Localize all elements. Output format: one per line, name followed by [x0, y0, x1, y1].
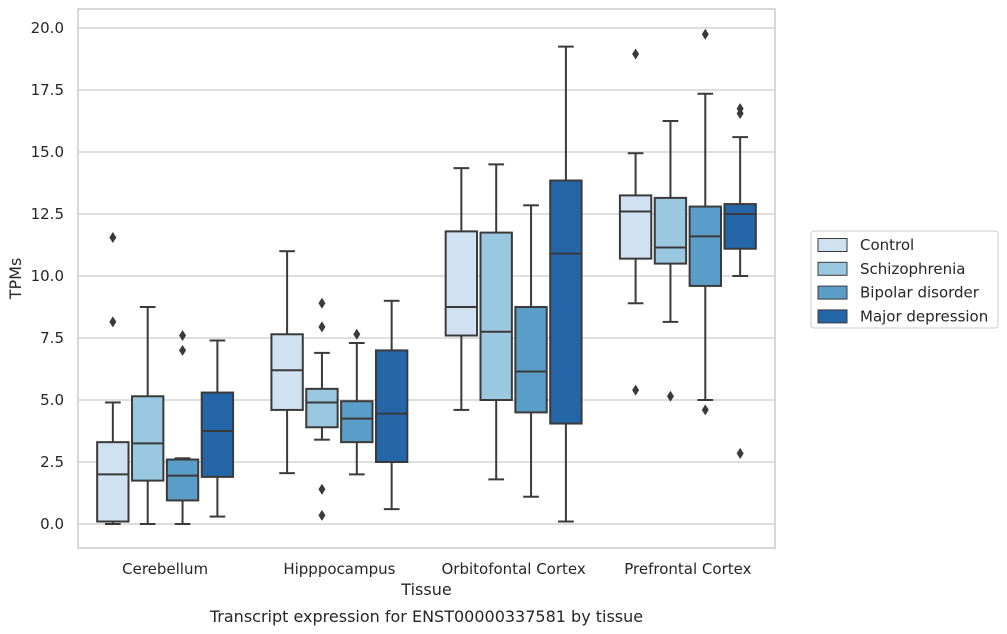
- plot-frame: [77, 8, 776, 549]
- outlier-point: [318, 297, 326, 309]
- legend-label: Schizophrenia: [860, 260, 965, 278]
- chart-caption: Transcript expression for ENST0000033758…: [209, 607, 643, 626]
- x-tick-label: Hipppocampus: [283, 560, 395, 578]
- outlier-point: [701, 404, 709, 416]
- legend-label: Control: [860, 236, 914, 254]
- y-tick-label: 17.5: [31, 81, 64, 99]
- outlier-point: [318, 321, 326, 333]
- box-3-2: [688, 28, 722, 416]
- legend-label: Bipolar disorder: [860, 284, 980, 302]
- y-tick-label: 12.5: [31, 205, 64, 223]
- x-tick-label: Prefrontal Cortex: [624, 560, 751, 578]
- box-iqr: [514, 306, 548, 414]
- box-3-1: [653, 120, 688, 402]
- outlier-point: [632, 384, 640, 396]
- box-3-3: [723, 103, 757, 459]
- box-iqr: [723, 203, 757, 250]
- box-2-3: [549, 45, 583, 523]
- box-iqr: [340, 400, 374, 444]
- box-iqr: [549, 179, 583, 425]
- box-2-2: [514, 204, 548, 498]
- box-0-0: [96, 232, 130, 525]
- legend: Control Schizophrenia Bipolar disorder Majo…: [810, 230, 999, 329]
- x-tick-label: Orbitofontal Cortex: [442, 560, 586, 578]
- y-tick-label: 20.0: [31, 19, 64, 37]
- box-2-1: [479, 163, 513, 481]
- outlier-point: [353, 328, 361, 340]
- legend-label: Major depression: [860, 307, 988, 325]
- legend-swatch: [817, 238, 848, 252]
- legend-swatch: [817, 261, 848, 276]
- box-3-0: [618, 48, 653, 396]
- box-2-0: [444, 167, 479, 411]
- box-1-2: [340, 328, 374, 476]
- y-tick-label: 10.0: [31, 267, 64, 285]
- y-tick-labels: 0.0 2.5 5.0 7.5 10.0 12.5 15.0 17.5 20.0: [31, 19, 64, 533]
- box-iqr: [200, 391, 235, 478]
- y-tick-label: 15.0: [31, 143, 64, 161]
- box-iqr: [270, 333, 304, 411]
- x-tick-labels: Cerebellum Hipppocampus Orbitofontal Corte…: [122, 560, 751, 578]
- outlier-point: [109, 232, 117, 244]
- box-iqr: [618, 194, 653, 260]
- box-plots: [96, 28, 757, 525]
- box-iqr: [653, 196, 688, 265]
- x-tick-label: Cerebellum: [122, 560, 208, 578]
- box-iqr: [165, 458, 200, 502]
- outlier-point: [179, 344, 187, 356]
- outlier-point: [666, 390, 674, 402]
- box-iqr: [96, 441, 130, 523]
- x-axis-title: Tissue: [400, 580, 451, 599]
- legend-frame: [810, 230, 999, 329]
- y-tick-label: 0.0: [40, 515, 64, 533]
- box-1-0: [270, 250, 304, 475]
- box-iqr: [305, 387, 339, 429]
- box-iqr: [688, 205, 722, 287]
- box-1-3: [374, 299, 409, 511]
- box-0-3: [200, 339, 235, 518]
- legend-swatch: [817, 285, 848, 300]
- outlier-point: [318, 509, 326, 521]
- y-tick-label: 7.5: [40, 329, 64, 347]
- outlier-point: [736, 103, 744, 115]
- y-axis-title: TPMs: [6, 258, 25, 301]
- outlier-point: [109, 316, 117, 328]
- plot-area: [78, 9, 775, 548]
- y-tick-label: 5.0: [40, 391, 64, 409]
- legend-swatch: [817, 309, 848, 324]
- box-iqr: [374, 349, 409, 463]
- box-1-1: [305, 297, 339, 521]
- outlier-point: [701, 28, 709, 40]
- y-grid: [78, 27, 775, 525]
- outlier-point: [632, 48, 640, 60]
- box-0-1: [131, 306, 165, 525]
- y-tick-label: 2.5: [40, 453, 64, 471]
- outlier-point: [318, 483, 326, 495]
- box-iqr: [131, 395, 165, 482]
- box-iqr: [444, 230, 479, 337]
- outlier-point: [736, 447, 744, 459]
- outlier-point: [179, 330, 187, 342]
- box-iqr: [479, 231, 513, 401]
- box-0-2: [165, 330, 200, 525]
